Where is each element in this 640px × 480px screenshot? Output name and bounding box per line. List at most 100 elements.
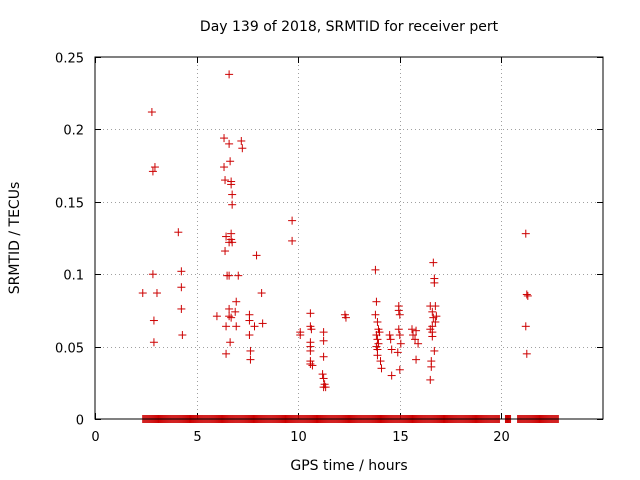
data-point bbox=[396, 339, 405, 348]
data-point bbox=[232, 322, 241, 331]
data-point bbox=[376, 357, 385, 366]
data-point bbox=[225, 304, 234, 313]
y-tick-label: 0.2 bbox=[63, 124, 84, 139]
data-point bbox=[227, 313, 236, 322]
data-point bbox=[522, 290, 531, 299]
x-tick-label: 0 bbox=[91, 430, 99, 445]
data-point bbox=[321, 383, 330, 392]
data-point bbox=[414, 339, 423, 348]
data-point bbox=[428, 307, 437, 316]
data-point bbox=[225, 271, 234, 280]
x-axis-label: GPS time / hours bbox=[290, 458, 407, 474]
data-point bbox=[385, 331, 394, 340]
data-point bbox=[394, 325, 403, 334]
data-point bbox=[432, 312, 441, 321]
data-point bbox=[148, 167, 157, 176]
data-point bbox=[245, 316, 254, 325]
y-tick-label: 0 bbox=[76, 414, 84, 429]
data-point bbox=[372, 331, 381, 340]
data-point bbox=[222, 232, 231, 241]
y-tick-labels: 0 0.05 0.1 0.15 0.2 0.25 bbox=[55, 52, 84, 429]
data-point bbox=[152, 289, 161, 298]
data-point bbox=[257, 289, 266, 298]
data-point bbox=[307, 325, 316, 334]
data-point bbox=[395, 310, 404, 319]
y-tick-label: 0.25 bbox=[55, 52, 84, 67]
data-point bbox=[149, 338, 158, 347]
data-point bbox=[174, 228, 183, 237]
data-point bbox=[373, 317, 382, 326]
x-tick-label: 10 bbox=[290, 430, 307, 445]
x-tick-labels: 0 5 10 15 20 bbox=[91, 430, 509, 445]
x-tick-label: 5 bbox=[193, 430, 201, 445]
data-point bbox=[306, 346, 315, 355]
y-tick-label: 0.15 bbox=[55, 197, 84, 212]
data-point bbox=[412, 355, 421, 364]
data-point bbox=[407, 325, 416, 334]
data-point bbox=[228, 200, 237, 209]
data-point bbox=[148, 270, 157, 279]
data-point bbox=[308, 361, 317, 370]
data-point bbox=[177, 267, 186, 276]
y-tick-label: 0.1 bbox=[63, 269, 84, 284]
data-point bbox=[225, 70, 234, 79]
x-tick-label: 20 bbox=[493, 430, 510, 445]
data-point bbox=[234, 271, 243, 280]
data-point bbox=[393, 348, 402, 357]
data-point bbox=[246, 346, 255, 355]
data-point bbox=[212, 312, 221, 321]
y-axis-label: SRMTID / TECUs bbox=[7, 182, 23, 295]
data-point bbox=[258, 319, 267, 328]
data-point bbox=[231, 307, 240, 316]
data-point bbox=[252, 251, 261, 260]
data-point bbox=[521, 229, 530, 238]
data-point bbox=[222, 349, 231, 358]
data-point bbox=[409, 331, 418, 340]
data-point bbox=[341, 313, 350, 322]
data-point bbox=[227, 180, 236, 189]
data-point bbox=[426, 375, 435, 384]
data-point bbox=[319, 374, 328, 383]
data-point bbox=[387, 345, 396, 354]
data-point bbox=[373, 335, 382, 344]
data-point bbox=[319, 328, 328, 337]
data-point bbox=[395, 331, 404, 340]
data-point bbox=[246, 355, 255, 364]
data-point bbox=[288, 236, 297, 245]
data-point bbox=[428, 332, 437, 341]
data-point bbox=[150, 163, 159, 172]
data-point bbox=[288, 216, 297, 225]
data-point bbox=[250, 322, 259, 331]
data-point bbox=[225, 312, 234, 321]
data-point bbox=[431, 302, 440, 311]
data-point bbox=[245, 331, 254, 340]
data-point bbox=[296, 331, 305, 340]
data-point bbox=[226, 338, 235, 347]
data-point bbox=[177, 304, 186, 313]
data-point bbox=[318, 370, 327, 379]
data-point bbox=[220, 134, 229, 143]
data-point bbox=[221, 247, 230, 256]
data-point bbox=[386, 335, 395, 344]
data-point bbox=[232, 297, 241, 306]
plot-frame bbox=[94, 56, 604, 420]
data-point bbox=[371, 265, 380, 274]
data-point bbox=[411, 335, 420, 344]
data-point bbox=[430, 346, 439, 355]
data-point bbox=[225, 238, 234, 247]
data-point bbox=[178, 331, 187, 340]
data-point bbox=[228, 190, 237, 199]
data-point bbox=[394, 306, 403, 315]
data-point bbox=[319, 336, 328, 345]
data-point bbox=[412, 326, 421, 335]
data-point bbox=[226, 157, 235, 166]
data-point bbox=[373, 351, 382, 360]
data-point bbox=[523, 291, 532, 300]
data-point bbox=[220, 163, 229, 172]
data-point bbox=[521, 322, 530, 331]
data-point bbox=[306, 359, 315, 368]
data-point bbox=[427, 362, 436, 371]
data-point bbox=[395, 365, 404, 374]
y-tick-label: 0.05 bbox=[55, 342, 84, 357]
chart-title: Day 139 of 2018, SRMTID for receiver per… bbox=[200, 19, 499, 35]
